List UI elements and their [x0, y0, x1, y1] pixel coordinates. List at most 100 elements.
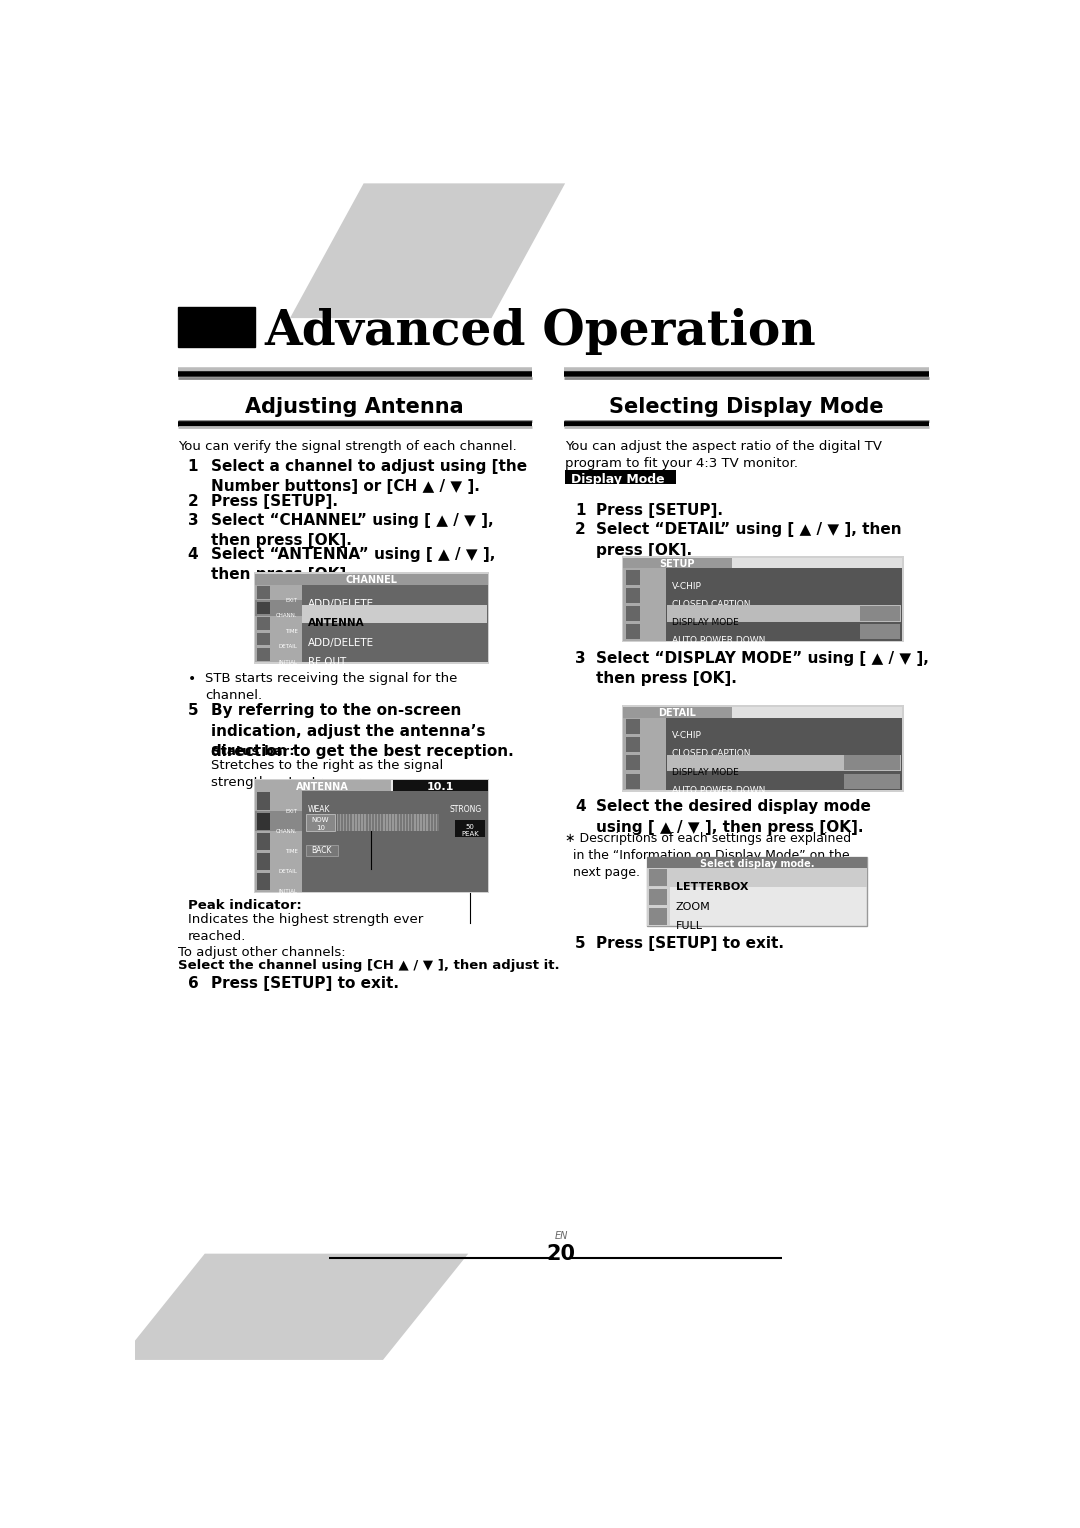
Bar	[337, 814, 437, 831]
Bar	[255, 573, 488, 662]
Text: TIME: TIME	[285, 850, 298, 854]
Bar	[623, 707, 732, 718]
Text: INITIAL: INITIAL	[279, 889, 298, 894]
Bar	[255, 811, 301, 831]
Bar	[666, 755, 902, 772]
Text: Selecting Display Mode: Selecting Display Mode	[609, 397, 883, 417]
Bar	[373, 814, 374, 831]
Text: TIME: TIME	[285, 628, 298, 634]
Text: DETAIL: DETAIL	[279, 645, 298, 649]
Bar	[625, 623, 639, 639]
Bar	[419, 814, 420, 831]
Bar	[381, 814, 383, 831]
Bar	[431, 814, 433, 831]
Bar	[647, 868, 867, 888]
Bar	[428, 814, 430, 831]
Text: 20: 20	[546, 1244, 576, 1265]
Bar	[356, 814, 359, 831]
Bar	[400, 814, 402, 831]
Bar	[257, 872, 270, 891]
Bar	[341, 814, 342, 831]
Text: 10.1: 10.1	[427, 782, 454, 792]
Text: 4: 4	[576, 799, 585, 814]
Text: CHANNEL: CHANNEL	[346, 575, 397, 585]
Text: Select “DETAIL” using [ ▲ / ▼ ], then
press [OK].: Select “DETAIL” using [ ▲ / ▼ ], then pr…	[596, 523, 902, 558]
Bar	[623, 707, 902, 790]
Text: 3: 3	[188, 513, 199, 527]
Text: Peak indicator:: Peak indicator:	[188, 900, 301, 912]
Text: SETUP: SETUP	[660, 559, 696, 568]
Bar	[257, 602, 270, 614]
Bar	[255, 601, 301, 616]
Bar	[455, 821, 485, 837]
Text: Select “CHANNEL” using [ ▲ / ▼ ],
then press [OK].: Select “CHANNEL” using [ ▲ / ▼ ], then p…	[211, 513, 494, 549]
Bar	[366, 814, 367, 831]
Text: 2: 2	[576, 523, 586, 538]
Bar	[413, 814, 414, 831]
Text: EXIT: EXIT	[286, 808, 298, 813]
Text: CLOSED CAPTION: CLOSED CAPTION	[672, 749, 751, 758]
Text: LETTERBOX: LETTERBOX	[676, 882, 748, 892]
Bar	[625, 738, 639, 752]
Bar	[424, 814, 427, 831]
Text: 3: 3	[576, 651, 585, 666]
Text: EN: EN	[554, 1230, 568, 1241]
Text: 50
PEAK: 50 PEAK	[461, 824, 478, 837]
Bar	[257, 602, 270, 614]
Bar	[623, 718, 666, 790]
Text: 1: 1	[576, 503, 585, 518]
Bar	[255, 781, 391, 792]
Bar	[649, 869, 667, 886]
Bar	[625, 755, 639, 770]
Bar	[623, 558, 732, 568]
Bar	[397, 814, 399, 831]
Bar	[254, 571, 489, 663]
Bar	[623, 568, 666, 640]
Text: You can verify the signal strength of each channel.: You can verify the signal strength of ea…	[177, 440, 516, 452]
Text: CHANN.: CHANN.	[276, 828, 298, 834]
Bar	[437, 814, 438, 831]
Bar	[257, 833, 270, 850]
Bar	[845, 755, 900, 770]
Text: 4: 4	[188, 547, 199, 562]
Bar	[255, 781, 488, 892]
Bar	[845, 773, 900, 788]
Bar	[257, 813, 270, 830]
Bar	[363, 814, 364, 831]
Bar	[409, 814, 410, 831]
Bar	[306, 814, 335, 831]
Text: 5: 5	[188, 703, 199, 718]
Bar	[416, 814, 417, 831]
Text: Select the desired display mode
using [ ▲ / ▼ ], then press [OK].: Select the desired display mode using [ …	[596, 799, 870, 834]
Text: ZOOM: ZOOM	[676, 902, 711, 912]
Bar	[434, 814, 435, 831]
Bar	[375, 814, 377, 831]
Bar	[625, 570, 639, 585]
Text: EXIT: EXIT	[286, 597, 298, 602]
Text: Select “DISPLAY MODE” using [ ▲ / ▼ ],
then press [OK].: Select “DISPLAY MODE” using [ ▲ / ▼ ], t…	[596, 651, 929, 686]
Bar	[257, 793, 270, 810]
Bar	[666, 568, 902, 640]
Text: V-CHIP: V-CHIP	[672, 732, 702, 741]
Bar	[647, 868, 670, 926]
Bar	[177, 307, 255, 347]
Bar	[393, 781, 488, 792]
Text: ADD/DELETE: ADD/DELETE	[308, 637, 374, 648]
Text: ANTENNA: ANTENNA	[308, 619, 364, 628]
Bar	[360, 814, 362, 831]
Bar	[369, 814, 370, 831]
Bar	[860, 607, 900, 620]
Bar	[345, 814, 346, 831]
Bar	[649, 909, 667, 924]
Text: ADD/DELETE: ADD/DELETE	[308, 599, 374, 610]
Text: V-CHIP: V-CHIP	[672, 582, 702, 591]
Bar	[255, 573, 488, 585]
Text: Press [SETUP].: Press [SETUP].	[596, 503, 724, 518]
Bar	[353, 814, 355, 831]
Bar	[338, 814, 339, 831]
Bar	[625, 588, 639, 604]
Bar	[622, 556, 904, 642]
Text: CHANN.: CHANN.	[276, 613, 298, 619]
Text: STB starts receiving the signal for the
channel.: STB starts receiving the signal for the …	[205, 672, 457, 703]
Bar	[422, 814, 423, 831]
